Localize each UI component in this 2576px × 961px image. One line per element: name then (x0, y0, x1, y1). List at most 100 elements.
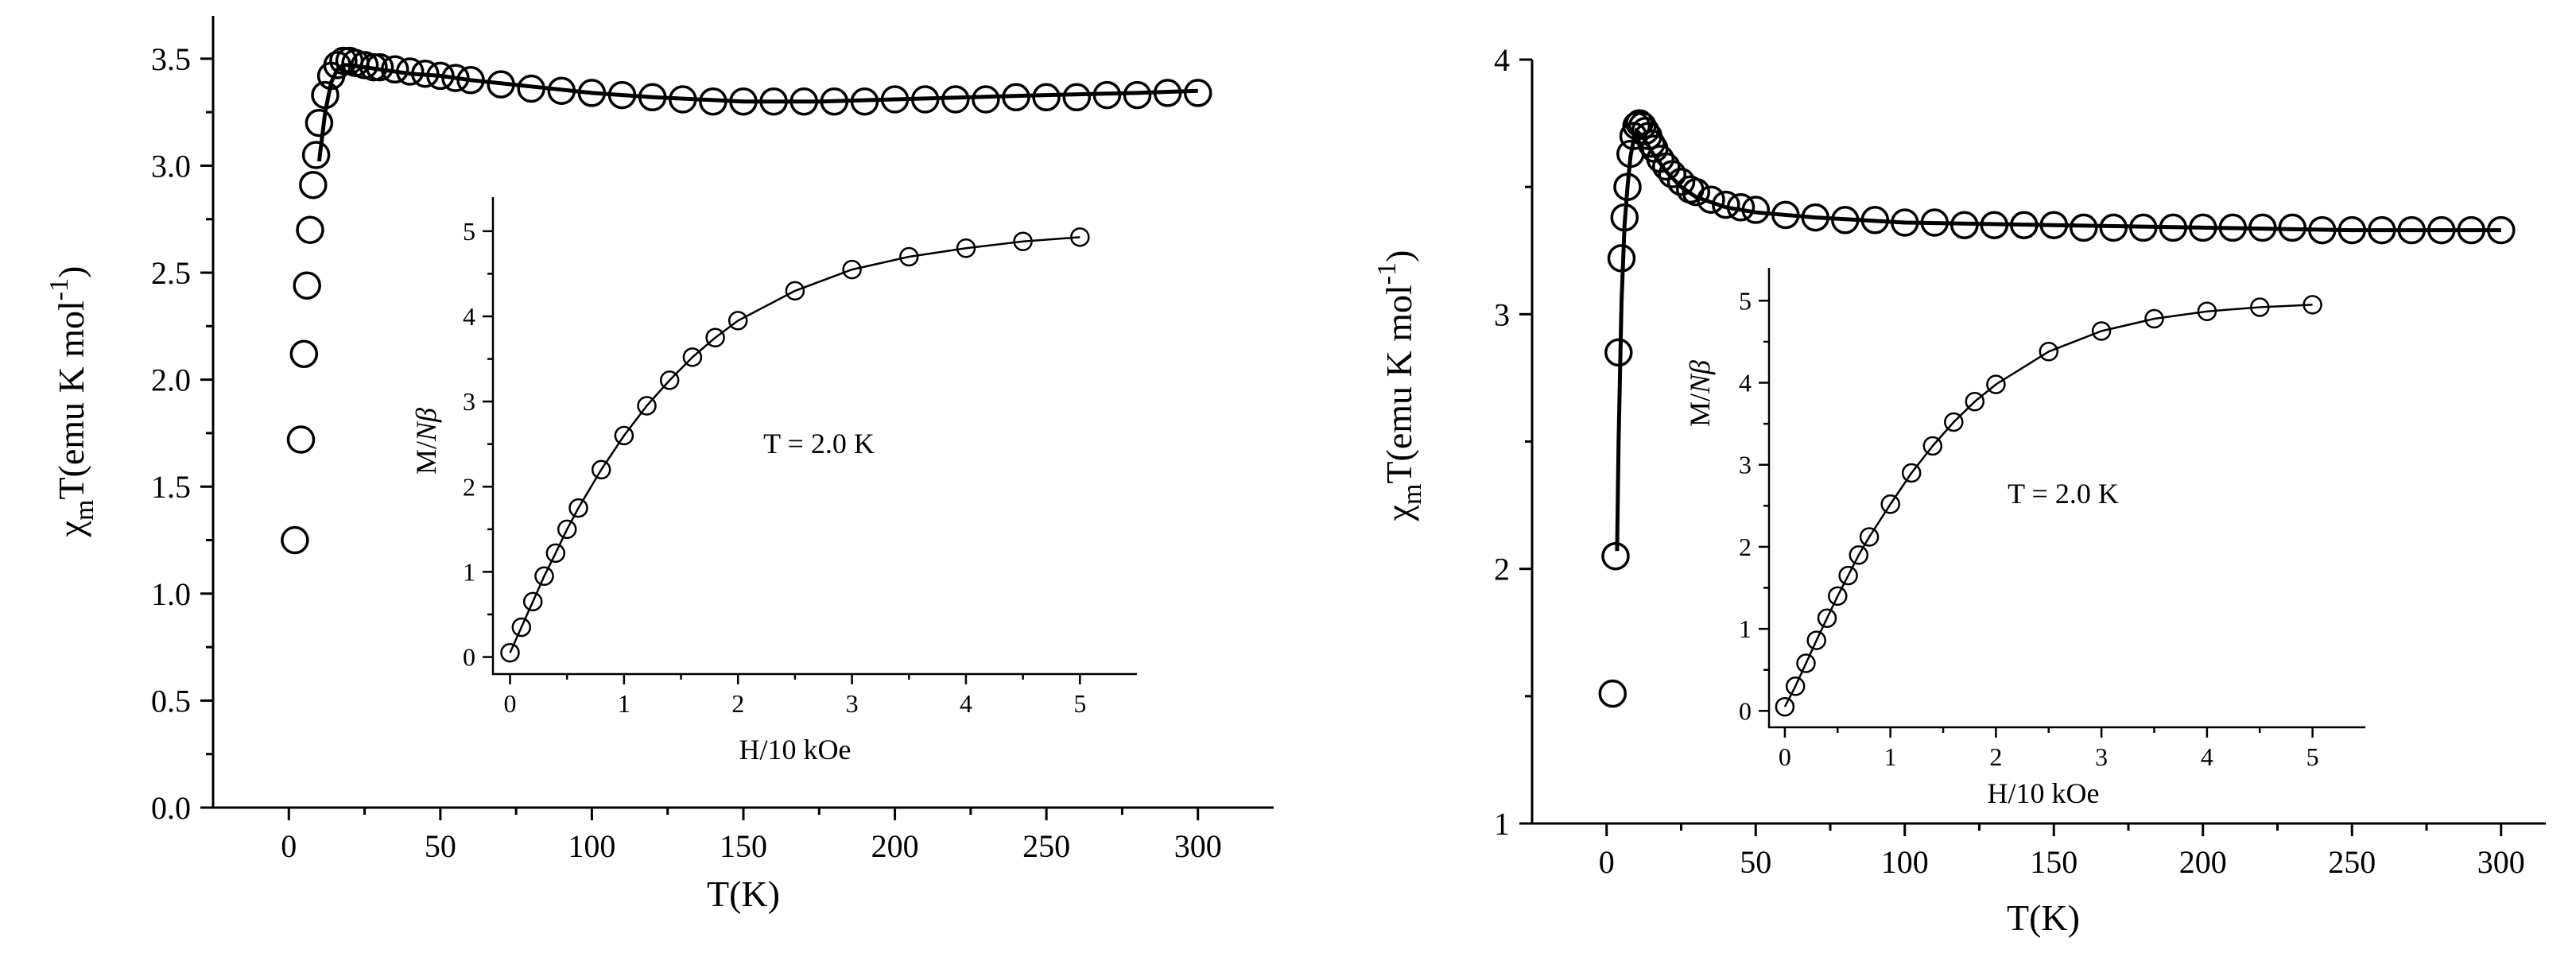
y-tick-label: 2.0 (151, 362, 191, 398)
inset-data-point (591, 459, 611, 480)
inset-data-point (1944, 412, 1964, 432)
y-tick-label: 3.0 (151, 148, 191, 184)
x-tick-label: 200 (871, 828, 919, 864)
inset-x-tick-label: 3 (2095, 742, 2108, 771)
x-tick-label: 150 (720, 828, 767, 864)
inset-data-point (842, 259, 862, 280)
data-point (301, 141, 331, 169)
y-tick-label: 1.5 (151, 469, 191, 505)
inset-data-point (500, 642, 520, 663)
inset-y-tick-label: 0 (463, 643, 475, 672)
x-tick-label: 300 (2477, 844, 2525, 880)
inset-x-tick-label: 1 (1884, 742, 1897, 771)
y-axis-title: χmT(emu K mol-1) (45, 266, 99, 538)
inset-data-point (659, 370, 680, 390)
x-tick-label: 150 (2030, 844, 2077, 880)
y-tick-label: 1 (1494, 806, 1510, 842)
y-tick-label: 2 (1494, 552, 1510, 587)
inset-y-tick-label: 3 (463, 387, 475, 416)
inset-y-axis-title: M/Nβ (410, 408, 442, 475)
x-tick-label: 50 (425, 828, 456, 864)
data-point (281, 525, 309, 555)
inset-background (461, 189, 1153, 698)
inset-fit-curve (1783, 304, 2313, 707)
x-tick-label: 200 (2179, 844, 2227, 880)
temperature-annotation: T = 2.0 K (763, 428, 875, 459)
inset-data-point (522, 591, 543, 612)
inset-data-point (1922, 436, 1943, 456)
data-point (1666, 168, 1696, 196)
inset-magnetization-chart: 0 1 2 3 4 5 0 1 2 3 4 5 H/10 kOe M/Nβ T = 2.0 K (1684, 260, 2381, 809)
inset-y-tick-label: 1 (463, 557, 475, 586)
y-tick-label: 0.0 (151, 790, 191, 826)
inset-data-point (1880, 494, 1900, 514)
data-point (1652, 152, 1681, 181)
inset-y-tick-label: 4 (1739, 369, 1752, 397)
inset-y-tick-label: 1 (1739, 614, 1752, 643)
inset-x-tick-label: 0 (1779, 742, 1791, 771)
x-tick-label: 100 (1881, 844, 1929, 880)
inset-x-tick-label: 5 (2306, 742, 2319, 771)
inset-data-point (2144, 308, 2164, 329)
inset-axes-frame (1767, 268, 2365, 729)
inset-background (1737, 260, 2381, 751)
fit-curve (1615, 127, 2501, 552)
inset-data-point (727, 311, 748, 331)
data-point (1682, 177, 1711, 207)
x-tick-label: 50 (1740, 844, 1771, 880)
inset-x-tick-label: 4 (960, 689, 972, 718)
inset-y-tick-label: 4 (463, 302, 475, 331)
data-point (299, 170, 328, 200)
temperature-annotation: T = 2.0 K (2008, 478, 2119, 510)
inset-data-point (1828, 586, 1848, 606)
x-tick-label: 100 (568, 828, 615, 864)
inset-data-point (785, 281, 805, 301)
inset-data-point (545, 543, 566, 564)
x-tick-label: 0 (281, 828, 297, 864)
chart-left-chi-t-vs-temperature: 0 50 100 150 200 250 3000.00.51.01.52.02.53.03… (45, 16, 1274, 914)
inset-data-point (1965, 391, 1985, 412)
inset-x-tick-label: 5 (1073, 689, 1086, 718)
inset-x-tick-label: 1 (618, 689, 630, 718)
inset-fit-curve (509, 236, 1080, 653)
data-point (972, 85, 1000, 114)
inset-data-point (511, 617, 532, 637)
inset-y-axis-title: M/Nβ (1684, 360, 1716, 427)
y-tick-label: 3 (1494, 296, 1510, 332)
x-axis-title: T(K) (2007, 897, 2080, 938)
inset-x-axis-title: H/10 kOe (1988, 777, 2100, 809)
inset-data-point (2039, 342, 2059, 362)
inset-y-tick-label: 3 (1739, 451, 1752, 479)
x-tick-label: 0 (1599, 844, 1615, 880)
inset-y-tick-label: 5 (463, 217, 475, 246)
inset-y-tick-label: 2 (1739, 533, 1752, 561)
data-point (305, 108, 334, 138)
inset-data-point (1796, 653, 1816, 673)
inset-x-tick-label: 0 (504, 689, 517, 718)
inset-x-tick-label: 2 (731, 689, 744, 718)
x-tick-label: 250 (2328, 844, 2376, 880)
y-tick-label: 1.0 (151, 576, 191, 612)
inset-data-point (1806, 630, 1826, 650)
data-point (286, 425, 316, 454)
data-point (1062, 83, 1092, 112)
inset-data-point (534, 566, 554, 587)
inset-data-point (557, 519, 577, 540)
y-tick-label: 0.5 (151, 683, 191, 719)
x-axis-title: T(K) (707, 874, 780, 914)
data-point (296, 215, 324, 244)
inset-data-point (1849, 545, 1869, 565)
inset-data-point (614, 425, 634, 446)
y-tick-label: 2.5 (151, 255, 191, 291)
y-axis-title: χmT(emu K mol-1) (1372, 250, 1427, 522)
data-point (293, 271, 321, 300)
inset-x-tick-label: 3 (846, 689, 859, 718)
inset-data-point (682, 347, 703, 367)
x-tick-label: 300 (1174, 828, 1222, 864)
inset-x-tick-label: 2 (1989, 742, 2002, 771)
inset-magnetization-chart: 0 1 2 3 4 5 0 1 2 3 4 5 H/10 kOe M/Nβ T = 2.0 K (410, 189, 1153, 765)
inset-data-point (1859, 527, 1880, 547)
inset-data-point (1817, 608, 1837, 628)
